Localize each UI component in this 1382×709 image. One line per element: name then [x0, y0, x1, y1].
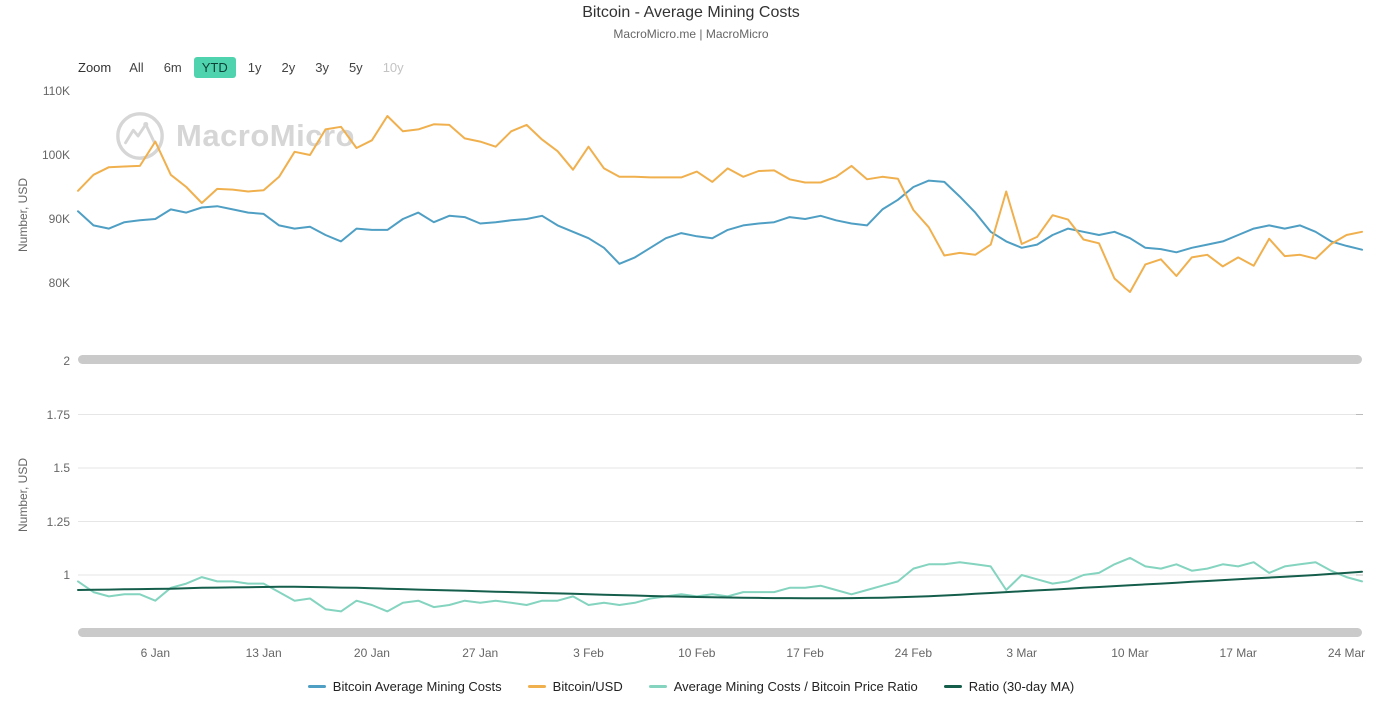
y-axis-title-top: Number, USD [16, 177, 30, 253]
series-line [77, 115, 1363, 293]
legend-marker [943, 685, 962, 688]
zoom-buttons: All 6m YTD 1y 2y 3y 5y 10y [121, 57, 411, 78]
scrollbar-bottom[interactable] [78, 628, 1362, 637]
legend-item-bitcoin-usd[interactable]: Bitcoin/USD [527, 679, 623, 694]
series-line [77, 179, 1363, 265]
macromicro-logo-icon [116, 112, 164, 160]
zoom-label: Zoom [78, 60, 112, 75]
legend-marker [527, 685, 546, 688]
legend-label: Bitcoin Average Mining Costs [332, 679, 502, 694]
legend-item-ratio-30-day-ma-[interactable]: Ratio (30-day MA) [943, 679, 1075, 694]
scrollbar-top[interactable] [78, 355, 1362, 364]
zoom-button-5y[interactable]: 5y [348, 60, 363, 75]
legend-label: Average Mining Costs / Bitcoin Price Rat… [673, 679, 918, 694]
zoom-toolbar: Zoom All 6m YTD 1y 2y 3y 5y 10y [78, 57, 412, 78]
legend-marker [648, 685, 667, 688]
zoom-button-6m[interactable]: 6m [163, 60, 182, 75]
y-axis-title-bottom: Number, USD [16, 457, 30, 533]
series-line [77, 556, 1363, 613]
series-line [77, 570, 1363, 600]
zoom-button-3y[interactable]: 3y [315, 60, 329, 75]
watermark-text: MacroMicro [176, 118, 355, 153]
chart-title: Bitcoin - Average Mining Costs [582, 4, 800, 21]
legend: Bitcoin Average Mining Costs Bitcoin/USD A… [0, 679, 1382, 694]
chart-subtitle: MacroMicro.me | MacroMicro [613, 27, 769, 41]
zoom-button-all[interactable]: All [129, 60, 144, 75]
legend-label: Bitcoin/USD [552, 679, 623, 694]
zoom-button-2y[interactable]: 2y [281, 60, 296, 75]
zoom-button-ytd[interactable]: YTD [193, 57, 236, 78]
legend-item-average-mining-costs-bitcoin-price-ratio[interactable]: Average Mining Costs / Bitcoin Price Rat… [648, 679, 918, 694]
macromicro-watermark: MacroMicro [114, 110, 355, 162]
legend-marker [307, 685, 326, 688]
legend-item-bitcoin-average-mining-costs[interactable]: Bitcoin Average Mining Costs [307, 679, 502, 694]
zoom-button-1y[interactable]: 1y [247, 60, 262, 75]
zoom-button-10y: 10y [382, 60, 404, 75]
legend-label: Ratio (30-day MA) [968, 679, 1075, 694]
